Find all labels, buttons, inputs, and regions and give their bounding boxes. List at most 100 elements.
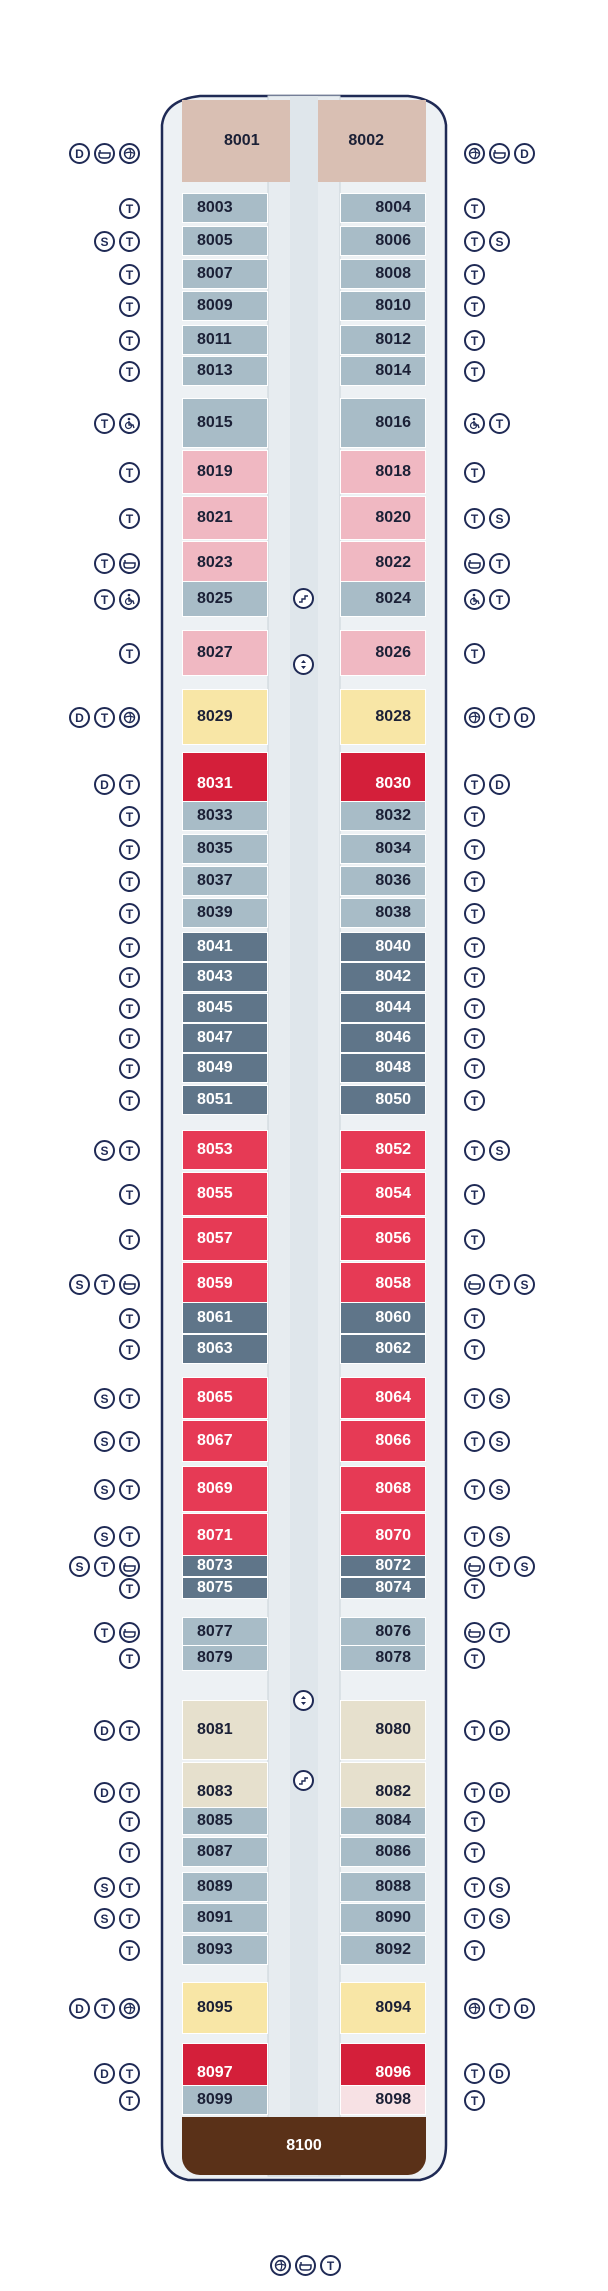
cabin-8046[interactable]: 8046 (340, 1023, 426, 1053)
cabin-8065[interactable]: 8065 (182, 1377, 268, 1419)
cabin-8063[interactable]: 8063 (182, 1334, 268, 1364)
cabin-8029[interactable]: 8029 (182, 689, 268, 745)
cabin-8062[interactable]: 8062 (340, 1334, 426, 1364)
cabin-8076[interactable]: 8076 (340, 1617, 426, 1647)
cabin-8069[interactable]: 8069 (182, 1466, 268, 1512)
cabin-8095[interactable]: 8095 (182, 1982, 268, 2034)
cabin-8056[interactable]: 8056 (340, 1217, 426, 1261)
cabin-8090[interactable]: 8090 (340, 1903, 426, 1933)
legend-S-symbol: S (489, 1388, 510, 1409)
cabin-8100[interactable]: 8100 (182, 2117, 426, 2175)
cabin-8051[interactable]: 8051 (182, 1085, 268, 1115)
cabin-8042[interactable]: 8042 (340, 962, 426, 992)
cabin-8079[interactable]: 8079 (182, 1645, 268, 1671)
legend-T-symbol: T (489, 1556, 510, 1577)
cabin-8087[interactable]: 8087 (182, 1837, 268, 1867)
cabin-8066[interactable]: 8066 (340, 1420, 426, 1462)
cabin-8028[interactable]: 8028 (340, 689, 426, 745)
cabin-8068[interactable]: 8068 (340, 1466, 426, 1512)
cabin-8081[interactable]: 8081 (182, 1700, 268, 1760)
cabin-8012[interactable]: 8012 (340, 325, 426, 355)
cabin-8089[interactable]: 8089 (182, 1872, 268, 1902)
cabin-8044[interactable]: 8044 (340, 993, 426, 1023)
cabin-8027[interactable]: 8027 (182, 630, 268, 676)
cabin-8036[interactable]: 8036 (340, 866, 426, 896)
cabin-8006[interactable]: 8006 (340, 226, 426, 256)
cabin-8043[interactable]: 8043 (182, 962, 268, 992)
cabin-8052[interactable]: 8052 (340, 1130, 426, 1170)
cabin-8045[interactable]: 8045 (182, 993, 268, 1023)
cabin-8060[interactable]: 8060 (340, 1302, 426, 1334)
cabin-8093[interactable]: 8093 (182, 1935, 268, 1965)
cabin-8067[interactable]: 8067 (182, 1420, 268, 1462)
cabin-8038[interactable]: 8038 (340, 898, 426, 928)
cabin-8001[interactable]: 8001 (182, 100, 290, 182)
cabin-8033[interactable]: 8033 (182, 801, 268, 831)
legend-T-symbol: T (119, 361, 140, 382)
cabin-8075[interactable]: 8075 (182, 1577, 268, 1599)
cabin-8048[interactable]: 8048 (340, 1053, 426, 1083)
cabin-8091[interactable]: 8091 (182, 1903, 268, 1933)
cabin-8092[interactable]: 8092 (340, 1935, 426, 1965)
cabin-8008[interactable]: 8008 (340, 259, 426, 289)
cabin-8039[interactable]: 8039 (182, 898, 268, 928)
cabin-8025[interactable]: 8025 (182, 581, 268, 617)
cabin-8077[interactable]: 8077 (182, 1617, 268, 1647)
cabin-8007[interactable]: 8007 (182, 259, 268, 289)
cabin-8099[interactable]: 8099 (182, 2085, 268, 2115)
cabin-8011[interactable]: 8011 (182, 325, 268, 355)
cabin-8064[interactable]: 8064 (340, 1377, 426, 1419)
cabin-8080[interactable]: 8080 (340, 1700, 426, 1760)
legend-T-symbol: T (464, 1578, 485, 1599)
legend-T-symbol: T (119, 508, 140, 529)
cabin-8016[interactable]: 8016 (340, 398, 426, 448)
cabin-8032[interactable]: 8032 (340, 801, 426, 831)
cabin-8086[interactable]: 8086 (340, 1837, 426, 1867)
cabin-8074[interactable]: 8074 (340, 1577, 426, 1599)
cabin-8004[interactable]: 8004 (340, 193, 426, 223)
cabin-8005[interactable]: 8005 (182, 226, 268, 256)
cabin-8015[interactable]: 8015 (182, 398, 268, 448)
cabin-8058[interactable]: 8058 (340, 1262, 426, 1306)
cabin-8071[interactable]: 8071 (182, 1513, 268, 1559)
cabin-8026[interactable]: 8026 (340, 630, 426, 676)
cabin-8085[interactable]: 8085 (182, 1807, 268, 1835)
cabin-8003[interactable]: 8003 (182, 193, 268, 223)
cabin-8055[interactable]: 8055 (182, 1172, 268, 1216)
cabin-8037[interactable]: 8037 (182, 866, 268, 896)
cabin-8061[interactable]: 8061 (182, 1302, 268, 1334)
cabin-8022[interactable]: 8022 (340, 541, 426, 585)
cabin-8034[interactable]: 8034 (340, 834, 426, 864)
cabin-8021[interactable]: 8021 (182, 496, 268, 540)
cabin-8084[interactable]: 8084 (340, 1807, 426, 1835)
cabin-8047[interactable]: 8047 (182, 1023, 268, 1053)
cabin-8057[interactable]: 8057 (182, 1217, 268, 1261)
cabin-8019[interactable]: 8019 (182, 450, 268, 494)
cabin-8018[interactable]: 8018 (340, 450, 426, 494)
cabin-8023[interactable]: 8023 (182, 541, 268, 585)
cabin-8070[interactable]: 8070 (340, 1513, 426, 1559)
cabin-8014[interactable]: 8014 (340, 356, 426, 386)
cabin-8020[interactable]: 8020 (340, 496, 426, 540)
cabin-8098[interactable]: 8098 (340, 2085, 426, 2115)
cabin-8094[interactable]: 8094 (340, 1982, 426, 2034)
cabin-8041[interactable]: 8041 (182, 932, 268, 962)
cabin-8050[interactable]: 8050 (340, 1085, 426, 1115)
cabin-8053[interactable]: 8053 (182, 1130, 268, 1170)
cabin-8040[interactable]: 8040 (340, 932, 426, 962)
cabin-8035[interactable]: 8035 (182, 834, 268, 864)
cabin-8059[interactable]: 8059 (182, 1262, 268, 1306)
cabin-8013[interactable]: 8013 (182, 356, 268, 386)
cabin-8010[interactable]: 8010 (340, 291, 426, 321)
cabin-8002[interactable]: 8002 (318, 100, 426, 182)
cabin-8088[interactable]: 8088 (340, 1872, 426, 1902)
legend-T-symbol: T (489, 1274, 510, 1295)
cabin-8073[interactable]: 8073 (182, 1555, 268, 1577)
cabin-8049[interactable]: 8049 (182, 1053, 268, 1083)
cabin-8009[interactable]: 8009 (182, 291, 268, 321)
cabin-8078[interactable]: 8078 (340, 1645, 426, 1671)
cabin-8072[interactable]: 8072 (340, 1555, 426, 1577)
cabin-8054[interactable]: 8054 (340, 1172, 426, 1216)
legend-T-symbol: T (464, 1140, 485, 1161)
cabin-8024[interactable]: 8024 (340, 581, 426, 617)
